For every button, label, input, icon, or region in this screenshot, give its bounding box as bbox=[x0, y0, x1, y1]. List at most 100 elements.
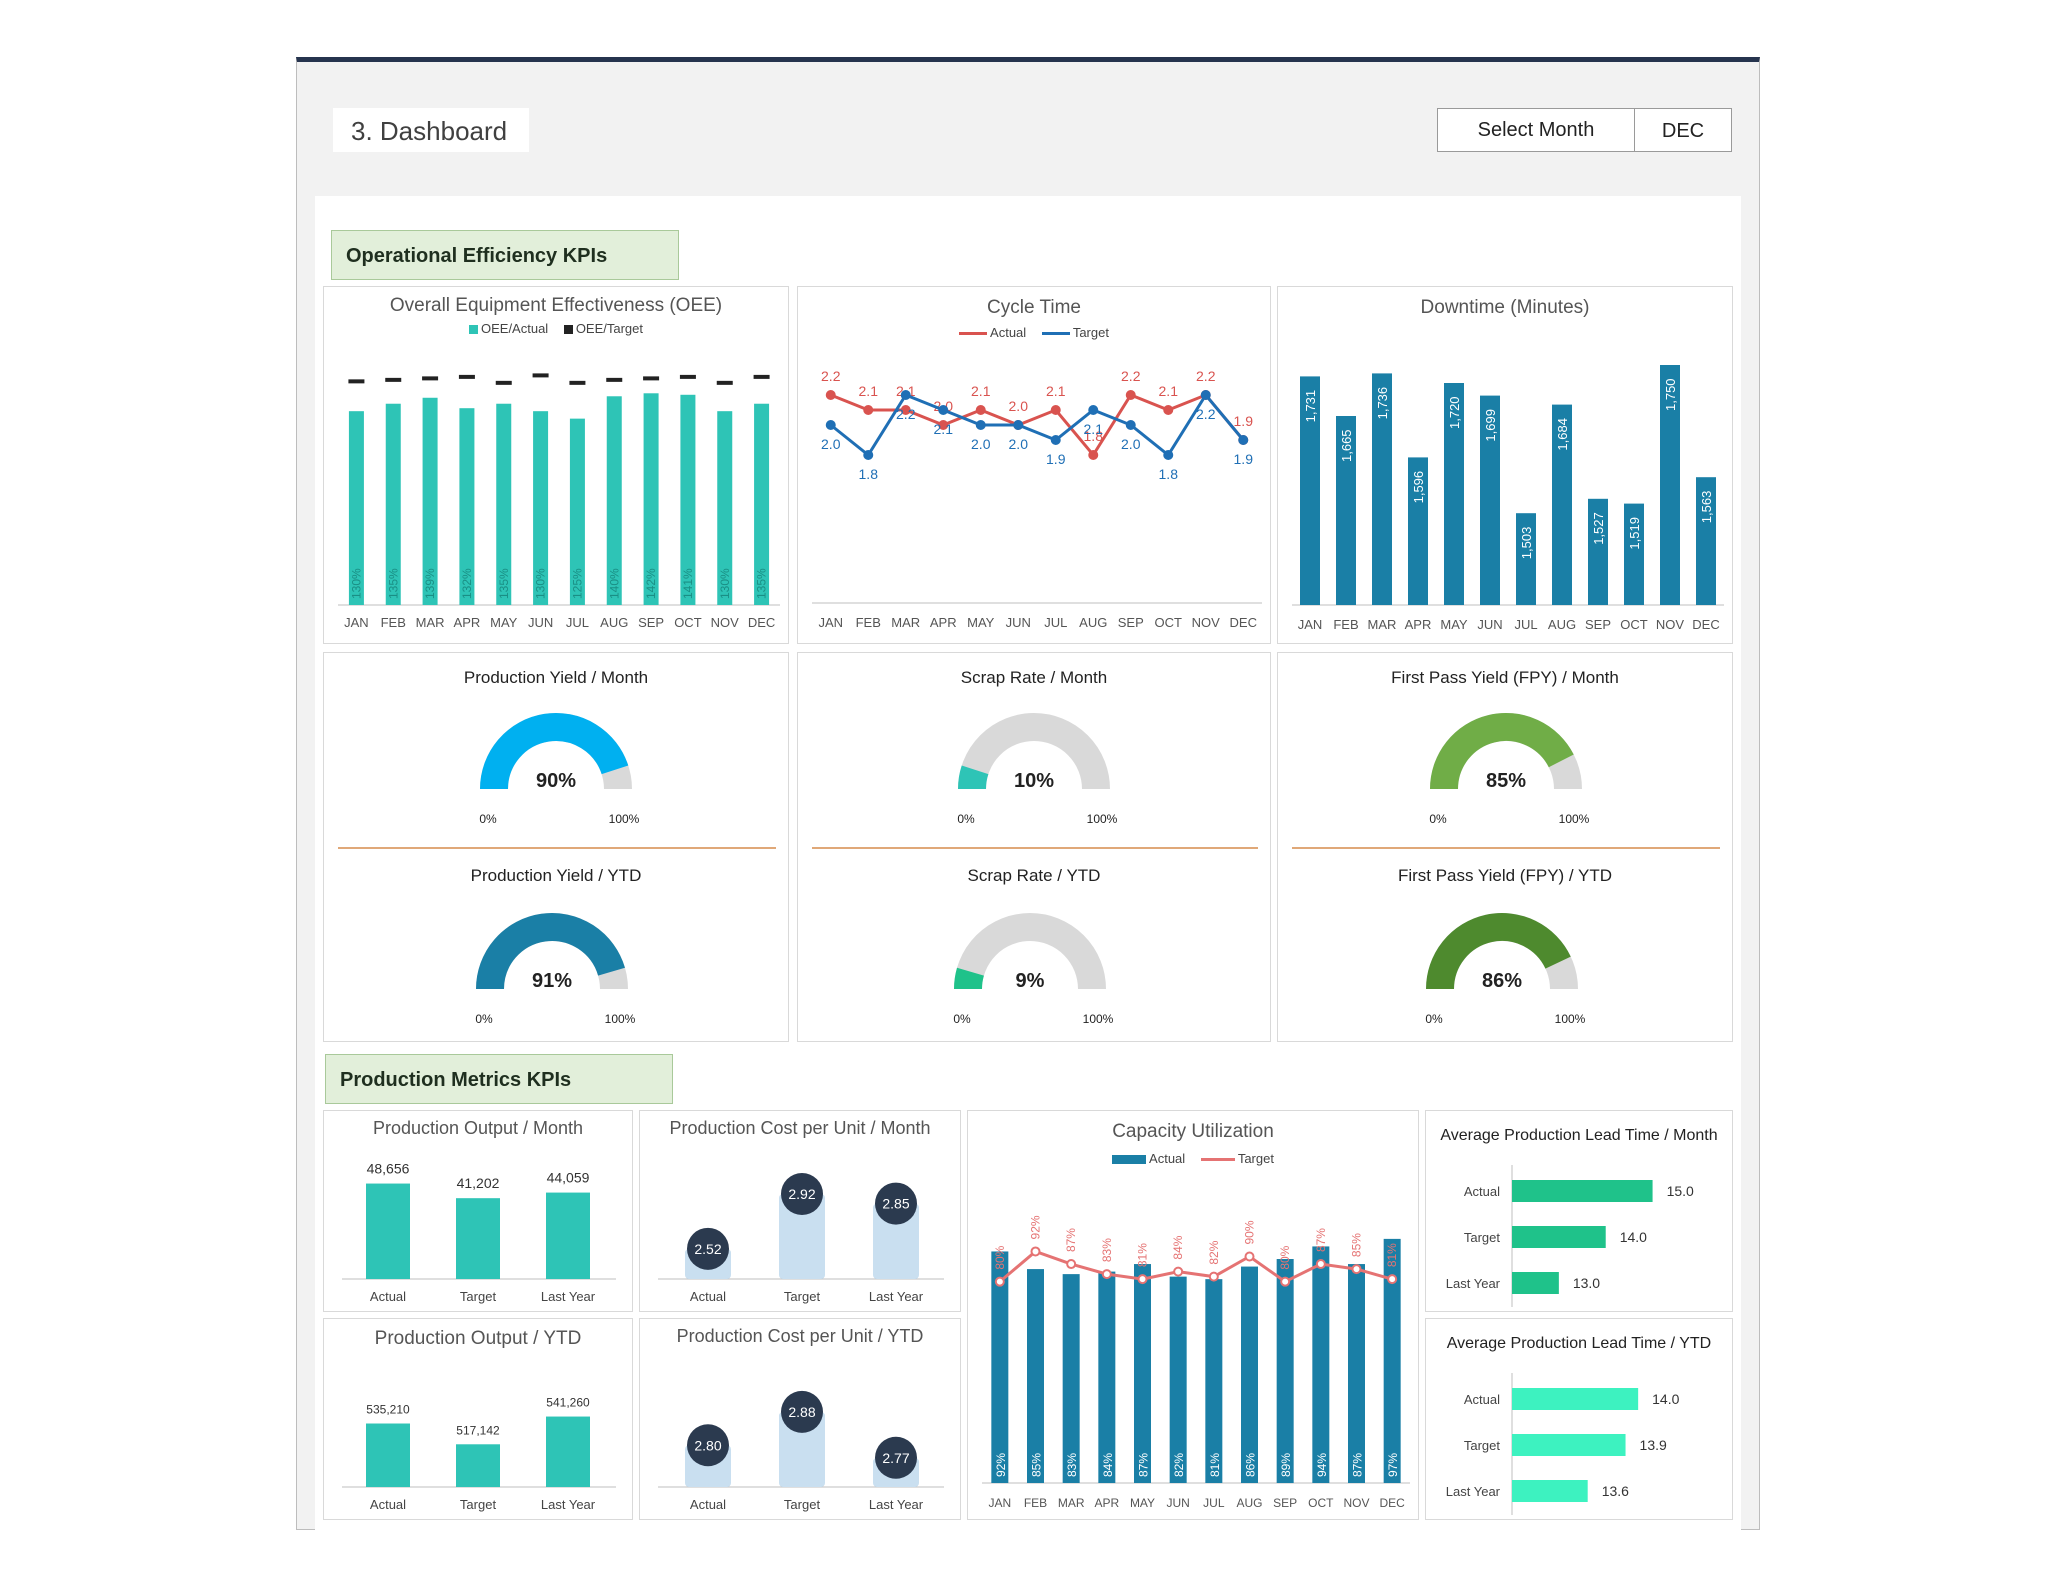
lead-ytd-bar-last-year bbox=[1512, 1480, 1588, 1502]
capacity-target-label: 84% bbox=[1171, 1235, 1185, 1259]
downtime-data-label: 1,519 bbox=[1627, 517, 1642, 550]
capacity-target-label: 90% bbox=[1243, 1220, 1257, 1244]
capacity-target-point bbox=[1244, 1251, 1255, 1262]
capacity-actual-label: 85% bbox=[1030, 1453, 1044, 1477]
downtime-bar-nov bbox=[1660, 365, 1680, 605]
cost-ytd-bubble bbox=[687, 1424, 729, 1467]
dashboard-window: 3. Dashboard Select Month DEC Operationa… bbox=[296, 57, 1760, 1532]
capacity-target-point bbox=[1101, 1269, 1112, 1280]
lead-month-data-label: 13.0 bbox=[1573, 1275, 1600, 1291]
section-production-metrics: Production Metrics KPIs bbox=[325, 1054, 673, 1104]
capacity-tick-nov: NOV bbox=[1343, 1496, 1369, 1510]
cycle-tick-jun: JUN bbox=[1006, 615, 1031, 630]
legend-cycle-actual: Actual bbox=[990, 325, 1027, 340]
scrap-ytd-gauge-max: 100% bbox=[1083, 1012, 1114, 1026]
oee-bar-jan bbox=[348, 411, 364, 605]
cost-ytd-title: Production Cost per Unit / YTD bbox=[676, 1326, 924, 1346]
capacity-bar-dec bbox=[1383, 1238, 1401, 1483]
legend-oee-target: OEE/Target bbox=[575, 321, 644, 336]
capacity-actual-label: 86% bbox=[1244, 1453, 1258, 1477]
lead-month-panel: Average Production Lead Time / Month Act… bbox=[1425, 1110, 1733, 1312]
capacity-actual-label: 87% bbox=[1137, 1453, 1151, 1477]
cost-month-chart: 2.52 Actual 2.92 Target 2.85 Last Year bbox=[658, 1172, 944, 1304]
oee-target-nov bbox=[716, 380, 733, 385]
cost-month-bubble bbox=[875, 1182, 917, 1225]
output-ytd-data-label: 517,142 bbox=[456, 1423, 500, 1437]
cycle-label-actual: 2.1 bbox=[1046, 383, 1066, 399]
cycle-tick-apr: APR bbox=[930, 615, 957, 630]
cycle-point-actual bbox=[1050, 405, 1061, 415]
capacity-tick-apr: APR bbox=[1094, 1496, 1119, 1510]
cycle-point-target bbox=[863, 450, 874, 460]
cycle-point-actual bbox=[938, 420, 949, 430]
output-month-tick: Last Year bbox=[541, 1289, 596, 1304]
downtime-bar-aug bbox=[1552, 404, 1572, 605]
capacity-target-label: 92% bbox=[1029, 1215, 1043, 1239]
capacity-panel: Capacity Utilization Actual Target 92% JA… bbox=[967, 1110, 1419, 1520]
capacity-bar-aug bbox=[1241, 1266, 1258, 1483]
dashboard-sheet: Operational Efficiency KPIs Overall Equi… bbox=[315, 196, 1741, 1532]
cost-ytd-chart: 2.80 Actual 2.88 Target 2.77 Last Year bbox=[658, 1390, 944, 1512]
downtime-data-label: 1,503 bbox=[1519, 527, 1534, 560]
capacity-target-label: 80% bbox=[1278, 1245, 1292, 1269]
oee-data-label: 130% bbox=[718, 568, 732, 599]
lead-ytd-chart: Actual 14.0 Target 13.9 Last Year 13.6 bbox=[1446, 1373, 1680, 1515]
oee-data-label: 140% bbox=[607, 568, 621, 599]
oee-target-feb bbox=[385, 377, 402, 382]
capacity-tick-dec: DEC bbox=[1379, 1496, 1405, 1510]
lead-month-data-label: 14.0 bbox=[1620, 1229, 1647, 1245]
capacity-target-point bbox=[1208, 1271, 1219, 1282]
cost-ytd-tick: Actual bbox=[690, 1497, 726, 1512]
output-ytd-data-label: 535,210 bbox=[366, 1403, 410, 1417]
capacity-title: Capacity Utilization bbox=[1112, 1121, 1274, 1142]
lead-month-tick: Target bbox=[1464, 1230, 1501, 1245]
yield-month-gauge-value: 90% bbox=[536, 770, 576, 792]
downtime-tick-apr: APR bbox=[1405, 617, 1432, 632]
cycle-point-target bbox=[1013, 420, 1024, 430]
cycle-label-actual: 2.2 bbox=[1196, 368, 1216, 384]
cycle-point-actual bbox=[863, 405, 874, 415]
fpy-month-title: First Pass Yield (FPY) / Month bbox=[1391, 668, 1619, 687]
output-month-data-label: 41,202 bbox=[457, 1175, 500, 1191]
yield-month-gauge-max: 100% bbox=[609, 812, 640, 826]
downtime-data-label: 1,699 bbox=[1483, 409, 1498, 442]
downtime-data-label: 1,563 bbox=[1699, 491, 1714, 524]
downtime-data-label: 1,731 bbox=[1303, 390, 1318, 423]
capacity-target-point bbox=[1173, 1266, 1184, 1277]
fpy-panel: First Pass Yield (FPY) / Month First Pas… bbox=[1277, 652, 1733, 1042]
cycle-label-actual: 2.1 bbox=[971, 383, 991, 399]
lead-month-data-label: 15.0 bbox=[1667, 1183, 1694, 1199]
scrap-ytd-gauge-min: 0% bbox=[953, 1012, 971, 1026]
output-month-data-label: 48,656 bbox=[367, 1161, 410, 1177]
capacity-tick-oct: OCT bbox=[1308, 1496, 1334, 1510]
oee-panel: Overall Equipment Effectiveness (OEE) OE… bbox=[323, 286, 789, 644]
cycle-point-target bbox=[975, 420, 986, 430]
cost-month-data-label: 2.52 bbox=[694, 1241, 721, 1257]
cycle-label-actual: 2.1 bbox=[859, 383, 879, 399]
oee-bar-aug bbox=[606, 396, 622, 605]
cycle-label-actual: 2.0 bbox=[1009, 398, 1029, 414]
cycle-point-target bbox=[900, 390, 911, 400]
scrap-month-gauge-min: 0% bbox=[957, 812, 975, 826]
capacity-actual-label: 82% bbox=[1172, 1453, 1186, 1477]
oee-tick-sep: SEP bbox=[638, 615, 664, 630]
cycle-label-actual: 2.2 bbox=[821, 368, 841, 384]
legend-cycle-target: Target bbox=[1072, 325, 1109, 340]
cost-month-data-label: 2.85 bbox=[882, 1196, 909, 1212]
capacity-target-point bbox=[1387, 1274, 1398, 1285]
downtime-tick-jun: JUN bbox=[1477, 617, 1502, 632]
oee-data-label: 139% bbox=[423, 568, 437, 599]
oee-target-oct bbox=[679, 374, 696, 379]
capacity-target-point bbox=[1351, 1264, 1362, 1275]
capacity-actual-label: 92% bbox=[994, 1453, 1008, 1477]
capacity-tick-jan: JAN bbox=[988, 1496, 1011, 1510]
cycle-label-actual: 2.1 bbox=[1159, 383, 1179, 399]
oee-target-may bbox=[495, 380, 512, 385]
output-month-panel: Production Output / Month 48,656 Actual 41… bbox=[323, 1110, 633, 1312]
capacity-target-point bbox=[1137, 1274, 1148, 1285]
oee-bar-jul bbox=[569, 418, 585, 605]
scrap-ytd-gauge-fill bbox=[954, 967, 985, 990]
yield-gauges: 90% 0% 100% 91% 0% 100% bbox=[338, 713, 776, 1026]
capacity-bar-may bbox=[1134, 1264, 1151, 1483]
month-selector[interactable]: DEC bbox=[1634, 108, 1732, 152]
